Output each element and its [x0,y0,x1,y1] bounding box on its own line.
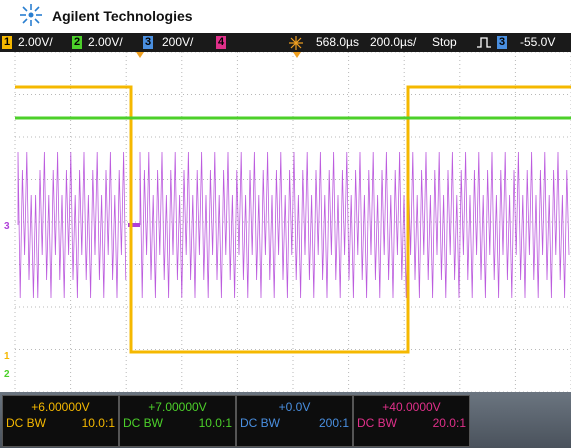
ch2-coupling: DC BW [123,416,163,430]
ch1-info: +6.00000V DC BW 10.0:1 [2,395,119,447]
ch4-coupling: DC BW [357,416,397,430]
ch2-scale: 2.00V/ [88,35,123,49]
ch4-info: +40.0000V DC BW 20.0:1 [353,395,470,447]
trigger-edge-icon [477,37,491,48]
ch3-chip: 3 [143,36,153,49]
ch3-marker: 3 [4,221,10,232]
ch1-probe: 10.0:1 [81,416,115,430]
ch2-offset: +7.00000V [148,400,207,414]
graticule: 3 1 2 [4,52,571,392]
status-bar: 1 2.00V/ 2 2.00V/ 3 200V/ 4 568.0µs 200.… [0,33,571,52]
footer: +6.00000V DC BW 10.0:1 +7.00000V DC BW 1… [0,392,571,448]
ch2-probe: 10.0:1 [198,416,232,430]
trigger-chip: 3 [497,36,507,49]
brand: Agilent Technologies [52,8,193,24]
timebase: 200.0µs/ [370,35,417,49]
ch3-coupling: DC BW [240,416,280,430]
ch4-chip: 4 [216,36,226,49]
ch3-info: +0.0V DC BW 200:1 [236,395,353,447]
delay-marker [293,52,301,58]
ch1-trace [15,85,571,354]
ch3-offset: +0.0V [278,400,311,414]
ch1-offset: +6.00000V [31,400,90,414]
ch2-chip: 2 [72,36,82,49]
ch3-trace [17,151,570,299]
ch1-chip: 1 [2,36,12,49]
ch3-scale: 200V/ [162,35,194,49]
delay: 568.0µs [316,35,359,49]
ch3-segment [128,223,140,227]
logo [20,4,42,26]
ch1-coupling: DC BW [6,416,46,430]
ch2-marker: 2 [4,369,10,380]
run-mode: Stop [432,35,457,49]
ch4-offset: +40.0000V [382,400,441,414]
ch1-scale: 2.00V/ [18,35,53,49]
trigger-position-marker [136,52,144,58]
delay-icon [289,36,303,50]
trigger-level: -55.0V [520,35,556,49]
ch3-probe: 200:1 [318,416,349,430]
ch2-info: +7.00000V DC BW 10.0:1 [119,395,236,447]
ch1-marker: 1 [4,351,10,362]
ch4-probe: 20.0:1 [432,416,466,430]
